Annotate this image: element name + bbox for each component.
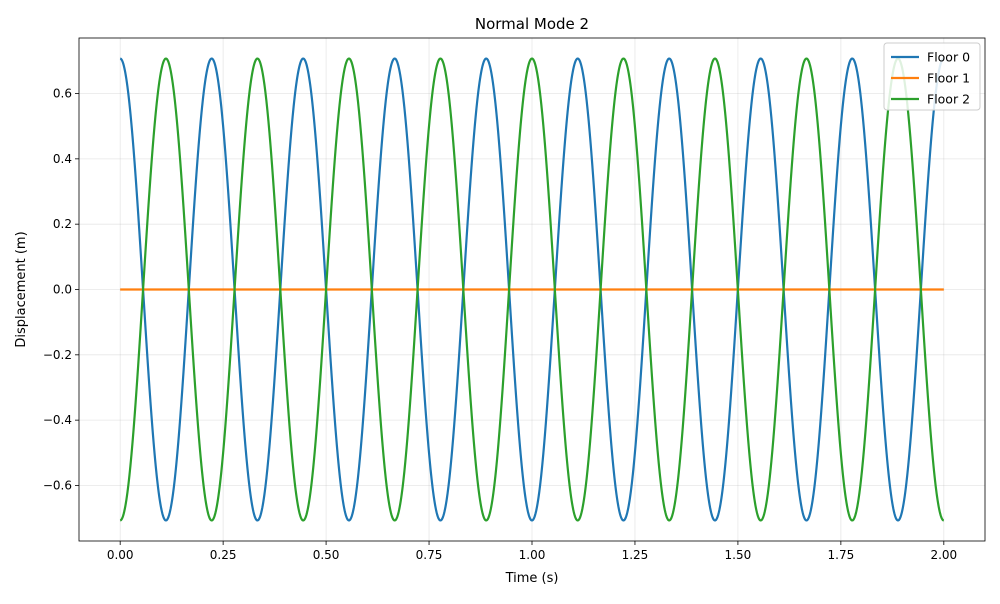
legend-box	[883, 42, 981, 111]
y-axis-label: Displacement (m)	[14, 231, 29, 347]
x-tick-label: 1.00	[519, 548, 546, 562]
series-layer	[119, 57, 945, 522]
legend-label: Floor 2	[927, 92, 970, 107]
y-tick-label: 0.2	[53, 217, 72, 231]
legend: Floor 0 Floor 1 Floor 2	[883, 42, 981, 111]
legend-label: Floor 0	[927, 50, 970, 65]
y-tick-label: −0.2	[43, 348, 72, 362]
y-tick-label: 0.4	[53, 152, 72, 166]
chart-title: Normal Mode 2	[475, 15, 589, 33]
y-tick-label: −0.4	[43, 413, 72, 427]
x-tick-label: 0.00	[107, 548, 134, 562]
y-tick-label: 0.6	[53, 87, 72, 101]
series-line-floor-0	[119, 57, 945, 522]
x-tick-label: 0.50	[313, 548, 340, 562]
y-tick-label: −0.6	[43, 478, 72, 492]
x-tick-label: 0.25	[210, 548, 237, 562]
tick-layer: 0.00 0.25 0.50 0.75 1.00 1.25 1.50 1.75 2.00 −0.6…	[43, 87, 957, 562]
x-tick-label: 1.75	[828, 548, 855, 562]
x-axis-label: Time (s)	[505, 571, 559, 586]
x-tick-label: 0.75	[416, 548, 443, 562]
x-tick-label: 1.50	[725, 548, 752, 562]
series-line-floor-2	[119, 57, 945, 522]
y-tick-label: 0.0	[53, 283, 72, 297]
x-tick-label: 2.00	[930, 548, 957, 562]
legend-label: Floor 1	[927, 71, 970, 86]
x-tick-label: 1.25	[622, 548, 649, 562]
